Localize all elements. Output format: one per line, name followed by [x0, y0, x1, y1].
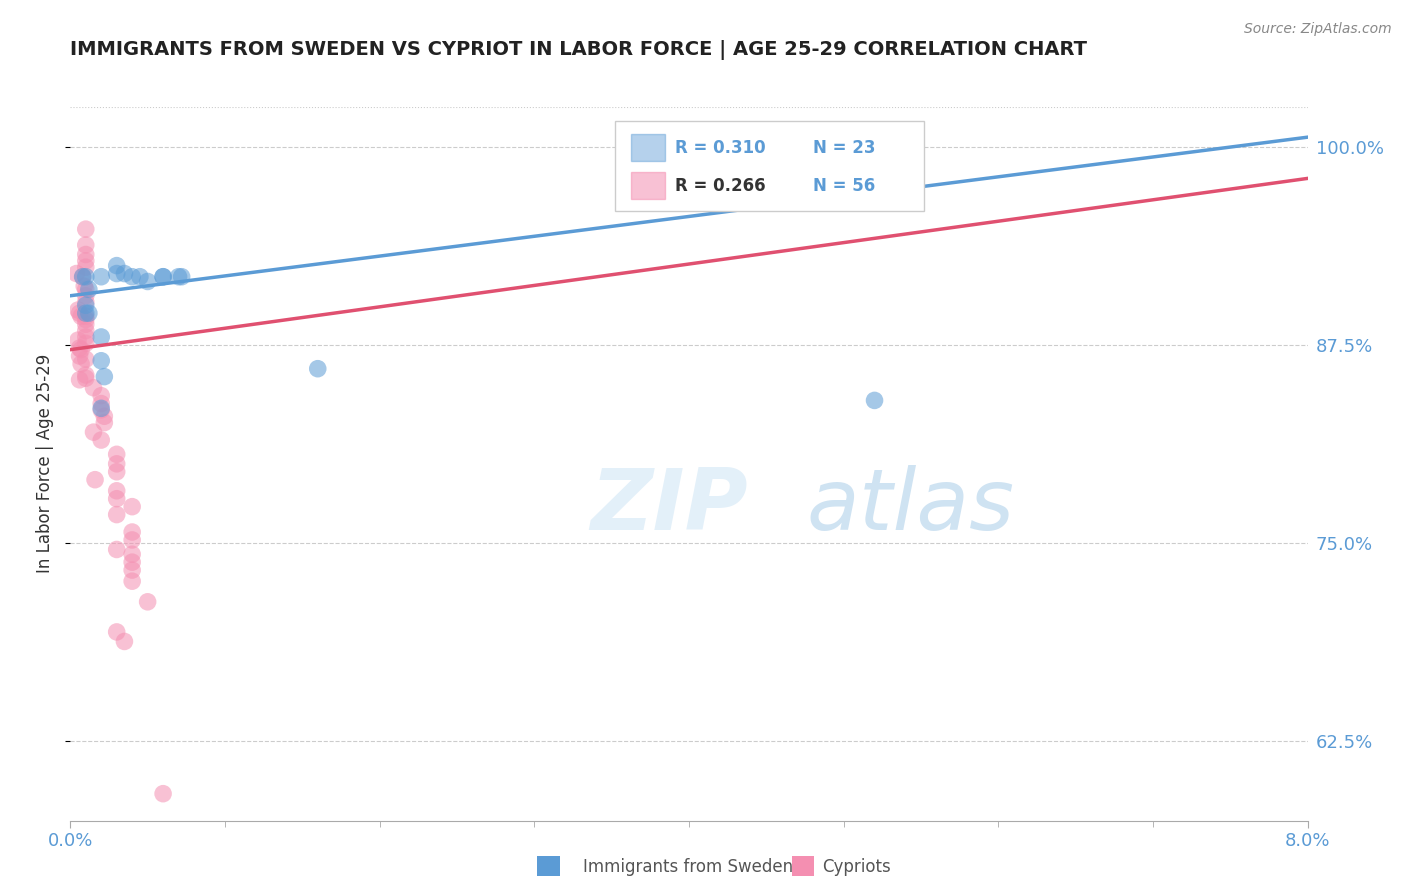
Point	[75, 312, 97, 326]
Point	[93, 416, 115, 430]
Point	[67, 303, 90, 318]
Point	[75, 247, 97, 261]
Point	[114, 267, 135, 281]
Point	[77, 306, 100, 320]
Point	[136, 595, 159, 609]
Point	[105, 447, 128, 461]
Point	[121, 574, 143, 589]
Point	[75, 330, 97, 344]
Point	[105, 624, 128, 639]
Point	[152, 269, 174, 284]
Point	[307, 361, 329, 376]
FancyBboxPatch shape	[614, 121, 924, 211]
Point	[121, 555, 143, 569]
Point	[105, 491, 128, 506]
Point	[90, 433, 112, 447]
Point	[152, 269, 174, 284]
Text: R = 0.266: R = 0.266	[675, 177, 766, 194]
Point	[93, 369, 115, 384]
Point	[90, 353, 112, 368]
Text: Immigrants from Sweden: Immigrants from Sweden	[583, 858, 793, 876]
Text: atlas: atlas	[807, 465, 1015, 549]
Point	[75, 368, 97, 382]
Point	[90, 401, 112, 416]
Point	[82, 425, 105, 439]
Point	[70, 357, 93, 371]
Point	[75, 238, 97, 252]
Point	[105, 483, 128, 498]
Point	[69, 349, 91, 363]
Point	[75, 295, 97, 310]
Point	[90, 396, 112, 410]
Point	[105, 542, 128, 557]
Point	[67, 333, 90, 347]
Point	[121, 533, 143, 547]
Point	[75, 253, 97, 268]
Point	[75, 289, 97, 303]
Point	[105, 457, 128, 471]
Point	[75, 260, 97, 275]
Text: ZIP: ZIP	[591, 465, 748, 549]
Text: N = 56: N = 56	[813, 177, 875, 194]
Point	[121, 500, 143, 514]
Text: R = 0.310: R = 0.310	[675, 139, 766, 157]
Text: N = 23: N = 23	[813, 139, 875, 157]
Point	[77, 282, 100, 296]
Point	[93, 409, 115, 424]
Point	[105, 508, 128, 522]
Point	[73, 279, 96, 293]
Bar	[631, 134, 665, 161]
Point	[167, 269, 190, 284]
Point	[90, 389, 112, 403]
Point	[129, 269, 152, 284]
Point	[90, 330, 112, 344]
Point	[75, 306, 97, 320]
Point	[65, 267, 87, 281]
Point	[75, 298, 97, 312]
Point	[121, 524, 143, 539]
Point	[136, 275, 159, 289]
Point	[84, 473, 107, 487]
Point	[75, 371, 97, 385]
Point	[75, 336, 97, 351]
Text: Cypriots: Cypriots	[823, 858, 891, 876]
Text: Source: ZipAtlas.com: Source: ZipAtlas.com	[1244, 22, 1392, 37]
Point	[75, 222, 97, 236]
Point	[75, 269, 97, 284]
Point	[69, 373, 91, 387]
Point	[121, 269, 143, 284]
Point	[69, 306, 91, 320]
Point	[75, 318, 97, 332]
Point	[72, 269, 94, 284]
Point	[121, 547, 143, 561]
Point	[105, 267, 128, 281]
Point	[152, 787, 174, 801]
Point	[105, 465, 128, 479]
Point	[82, 381, 105, 395]
Point	[69, 341, 91, 355]
Point	[90, 269, 112, 284]
Point	[75, 282, 97, 296]
Point	[70, 343, 93, 357]
Bar	[631, 172, 665, 199]
Point	[121, 563, 143, 577]
Point	[170, 269, 193, 284]
Y-axis label: In Labor Force | Age 25-29: In Labor Force | Age 25-29	[37, 354, 55, 574]
Point	[114, 634, 135, 648]
Point	[75, 310, 97, 324]
Point	[75, 352, 97, 367]
Point	[72, 269, 94, 284]
Point	[105, 259, 128, 273]
Point	[70, 310, 93, 324]
Text: IMMIGRANTS FROM SWEDEN VS CYPRIOT IN LABOR FORCE | AGE 25-29 CORRELATION CHART: IMMIGRANTS FROM SWEDEN VS CYPRIOT IN LAB…	[70, 40, 1087, 60]
Point	[75, 324, 97, 338]
Point	[863, 393, 886, 408]
Point	[90, 403, 112, 417]
